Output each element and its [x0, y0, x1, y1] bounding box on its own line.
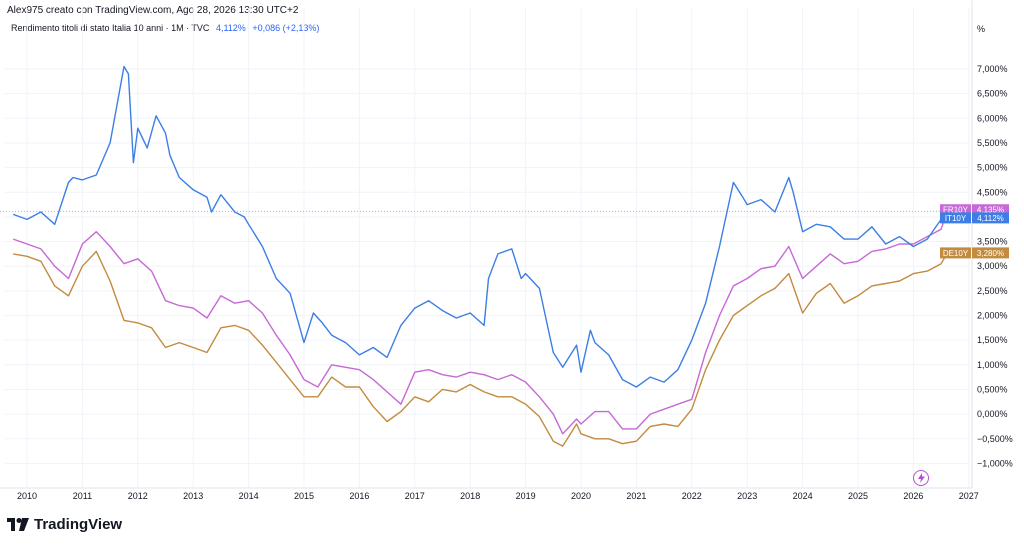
price-badge-name: [940, 204, 971, 216]
y-tick-label: 0,000%: [977, 409, 1008, 419]
chart-caption: Alex975 creato con TradingView.com, Ago …: [7, 5, 299, 16]
series-legend: Rendimento titoli di stato Italia 10 ann…: [11, 23, 319, 33]
y-tick-label: −0,500%: [977, 434, 1013, 444]
y-tick-label: 3,000%: [977, 261, 1008, 271]
x-tick-label: 2017: [405, 491, 425, 501]
brand-name: TradingView: [34, 516, 123, 533]
y-tick-label: 3,500%: [977, 237, 1008, 247]
y-tick-label: 5,000%: [977, 163, 1008, 173]
y-tick-label: 0,500%: [977, 384, 1008, 394]
x-tick-label: 2022: [682, 491, 702, 501]
y-tick-label: 5,500%: [977, 138, 1008, 148]
x-tick-label: 2010: [17, 491, 37, 501]
x-tick-label: 2012: [128, 491, 148, 501]
x-tick-label: 2011: [73, 491, 92, 501]
price-badge-label: FR10Y: [943, 206, 969, 215]
price-badge-value-text: 4,135%: [977, 206, 1004, 215]
series-last-value: 4,112%: [215, 23, 246, 33]
series-line-de10y[interactable]: [13, 250, 949, 447]
x-tick-label: 2025: [848, 491, 868, 501]
yield-chart[interactable]: 7,000%6,500%6,000%5,500%5,000%4,500%4,00…: [0, 0, 1024, 510]
series-line-it10y[interactable]: [12, 65, 949, 388]
tradingview-logo[interactable]: TradingView: [7, 516, 122, 533]
y-tick-label: 2,000%: [977, 311, 1008, 321]
x-tick-label: 2019: [516, 491, 536, 501]
price-badge-value: [972, 204, 1009, 216]
price-badge-value-text: 4,112%: [977, 214, 1004, 223]
lightning-icon[interactable]: [913, 470, 929, 486]
x-tick-label: 2015: [294, 491, 314, 501]
price-badge-value: [972, 212, 1009, 224]
series-change: +0,086 (+2,13%): [252, 23, 320, 33]
x-tick-label: 2013: [183, 491, 203, 501]
y-tick-label: 6,500%: [977, 89, 1008, 99]
y-tick-label: 2,500%: [977, 286, 1008, 296]
price-badge-name: [940, 247, 971, 259]
x-tick-label: 2026: [903, 491, 923, 501]
tradingview-logo-icon: [7, 518, 29, 531]
x-tick-label: 2016: [349, 491, 369, 501]
y-tick-label: 1,500%: [977, 335, 1008, 345]
price-badge-label: IT10Y: [945, 214, 967, 223]
y-axis-unit: %: [977, 24, 986, 34]
x-tick-label: 2027: [959, 491, 979, 501]
x-tick-label: 2023: [737, 491, 757, 501]
price-badge-label: DE10Y: [943, 249, 969, 258]
x-tick-label: 2024: [793, 491, 813, 501]
y-tick-label: −1,000%: [977, 458, 1013, 468]
price-badge-value-text: 3,280%: [977, 249, 1004, 258]
series-title: Rendimento titoli di stato Italia 10 ann…: [11, 23, 210, 33]
y-tick-label: 7,000%: [977, 64, 1008, 74]
series-line-fr10y[interactable]: [12, 209, 949, 435]
x-tick-label: 2018: [460, 491, 480, 501]
x-tick-label: 2021: [626, 491, 646, 501]
price-badge-value: [972, 247, 1009, 259]
y-tick-label: 6,000%: [977, 113, 1008, 123]
x-tick-label: 2020: [571, 491, 591, 501]
x-tick-label: 2014: [239, 491, 259, 501]
price-badge-name: [940, 212, 971, 224]
y-tick-label: 4,500%: [977, 187, 1008, 197]
y-tick-label: 1,000%: [977, 360, 1008, 370]
